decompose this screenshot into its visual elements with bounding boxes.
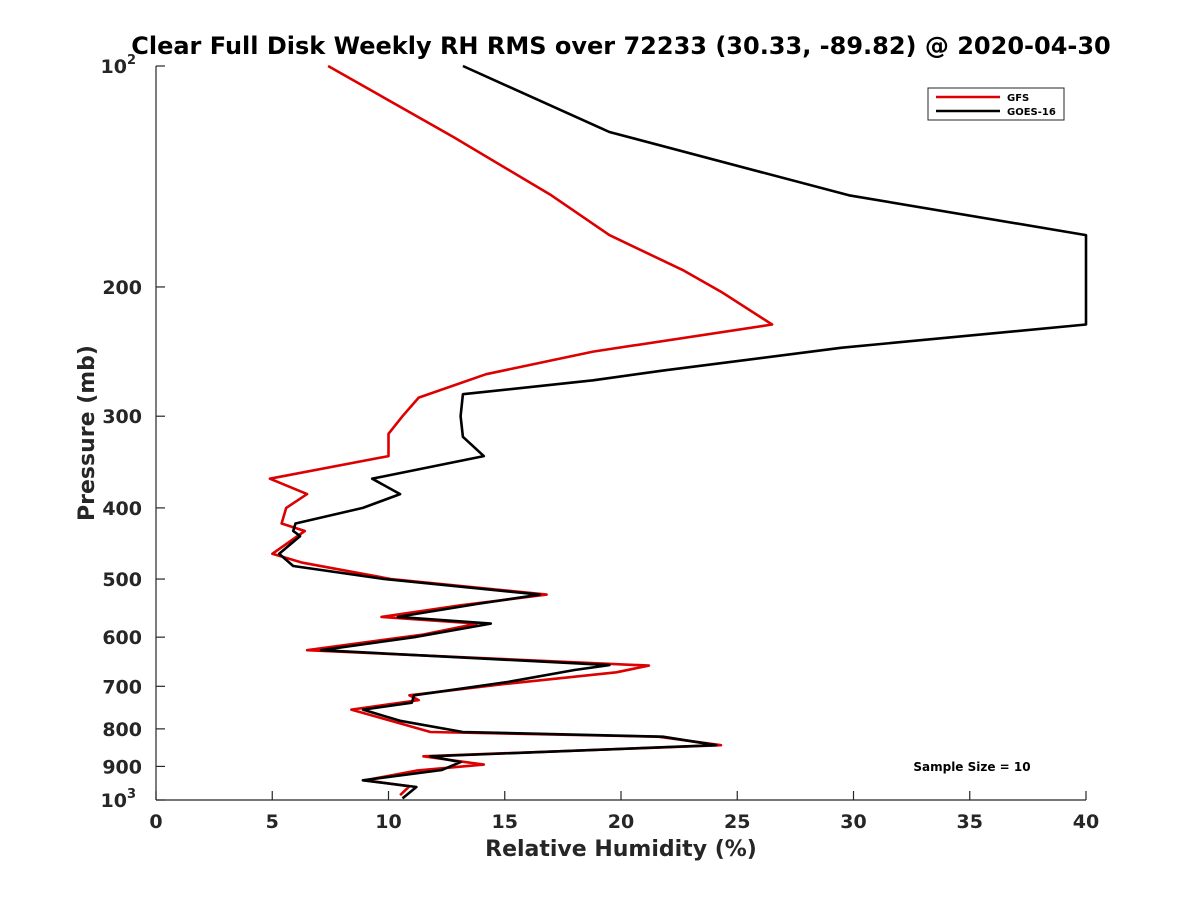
y-axis-label: Pressure (mb)	[75, 345, 100, 521]
legend-label: GOES-16	[1007, 107, 1056, 118]
y-tick-label: 900	[102, 756, 142, 778]
legend: GFS GOES-16	[927, 87, 1065, 121]
y-tick-label-exponent: 3	[127, 787, 136, 802]
x-tick-label: 20	[608, 811, 634, 833]
y-tick-label-base: 300	[102, 406, 142, 428]
series-line-goes-16	[277, 64, 1088, 800]
legend-label: GFS	[1007, 93, 1029, 104]
x-tick-label: 30	[840, 811, 866, 833]
x-tick-label: 35	[957, 811, 983, 833]
x-tick-label: 25	[724, 811, 750, 833]
y-tick-label: 800	[102, 719, 142, 741]
y-tick-label-exponent: 2	[127, 53, 136, 68]
y-tick-label: 200	[102, 277, 142, 299]
series-line-gfs	[268, 64, 774, 797]
x-ticks: 0 5 10 15 20 25 30 35 40	[149, 791, 1099, 833]
y-tick-label-base: 900	[102, 756, 142, 778]
x-axis-label: Relative Humidity (%)	[485, 837, 757, 862]
y-tick-label-base: 10	[101, 790, 127, 812]
chart-title: Clear Full Disk Weekly RH RMS over 72233…	[131, 32, 1111, 60]
y-tick-label: 103	[101, 787, 137, 812]
y-tick-label-base: 400	[102, 498, 142, 520]
y-tick-label-base: 500	[102, 569, 142, 591]
x-tick-label: 5	[266, 811, 279, 833]
series-lines	[268, 64, 1088, 800]
y-tick-label: 700	[102, 676, 142, 698]
y-tick-label: 102	[101, 53, 137, 78]
legend-box	[927, 87, 1065, 121]
sample-size-annotation: Sample Size = 10	[913, 760, 1030, 774]
y-tick-label-base: 800	[102, 719, 142, 741]
y-tick-label: 400	[102, 498, 142, 520]
x-tick-label: 15	[492, 811, 518, 833]
x-tick-label: 40	[1073, 811, 1099, 833]
x-tick-label: 10	[375, 811, 401, 833]
y-tick-label-base: 10	[101, 56, 127, 78]
y-tick-label-base: 200	[102, 277, 142, 299]
y-tick-label-base: 700	[102, 676, 142, 698]
y-tick-label: 500	[102, 569, 142, 591]
y-tick-label: 600	[102, 627, 142, 649]
x-tick-label: 0	[149, 811, 162, 833]
y-tick-label: 300	[102, 406, 142, 428]
plot-area	[155, 66, 1086, 801]
y-tick-label-base: 600	[102, 627, 142, 649]
